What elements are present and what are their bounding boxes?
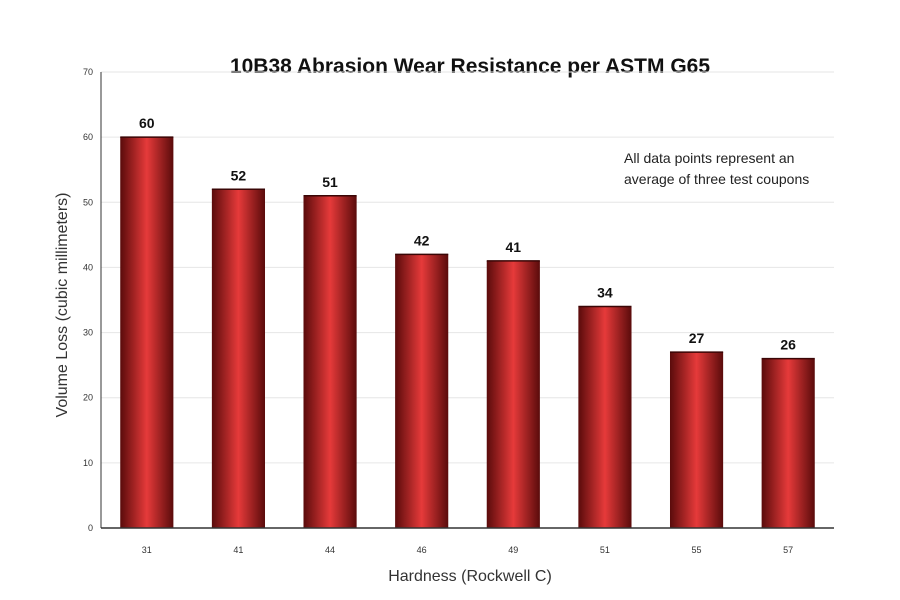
bar (120, 137, 174, 528)
y-tick-label: 40 (83, 262, 93, 272)
data-label: 42 (414, 232, 430, 248)
x-tick-label: 31 (142, 545, 152, 555)
y-tick-label: 0 (88, 523, 93, 533)
x-tick-label: 51 (600, 545, 610, 555)
bars (120, 136, 815, 528)
data-label: 27 (689, 330, 705, 346)
x-tick-labels: 31 41 44 46 49 51 55 57 (142, 545, 793, 555)
annotation-line-1: All data points represent an (624, 150, 794, 166)
bar (486, 260, 540, 528)
data-label: 26 (780, 337, 796, 353)
data-label: 41 (506, 239, 522, 255)
x-tick-label: 55 (692, 545, 702, 555)
y-tick-label: 70 (83, 67, 93, 77)
bar (669, 352, 724, 528)
annotation-line-2: average of three test coupons (624, 171, 809, 187)
gridlines (101, 71, 834, 464)
x-tick-label: 49 (508, 545, 518, 555)
bar (761, 358, 815, 528)
bar (578, 306, 632, 528)
data-label: 34 (597, 285, 613, 301)
data-labels: 60 52 51 42 41 34 27 26 (139, 115, 796, 352)
data-label: 51 (322, 174, 338, 190)
y-tick-label: 20 (83, 393, 93, 403)
y-tick-labels: 0 10 20 30 40 50 60 70 (83, 67, 93, 533)
x-tick-label: 46 (417, 545, 427, 555)
y-tick-label: 30 (83, 328, 93, 338)
y-tick-label: 60 (83, 132, 93, 142)
x-axis-label: Hardness (Rockwell C) (388, 568, 552, 585)
chart-title: 10B38 Abrasion Wear Resistance per ASTM … (230, 55, 710, 78)
bar (395, 254, 449, 528)
y-axis-label: Volume Loss (cubic millimeters) (54, 193, 71, 418)
data-label: 60 (139, 115, 155, 131)
x-tick-label: 44 (325, 545, 335, 555)
bar (303, 195, 357, 528)
data-label: 52 (231, 167, 247, 183)
x-tick-label: 41 (233, 545, 243, 555)
x-tick-label: 57 (783, 545, 793, 555)
y-tick-label: 50 (83, 197, 93, 207)
bar (211, 189, 266, 528)
y-tick-label: 10 (83, 458, 93, 468)
